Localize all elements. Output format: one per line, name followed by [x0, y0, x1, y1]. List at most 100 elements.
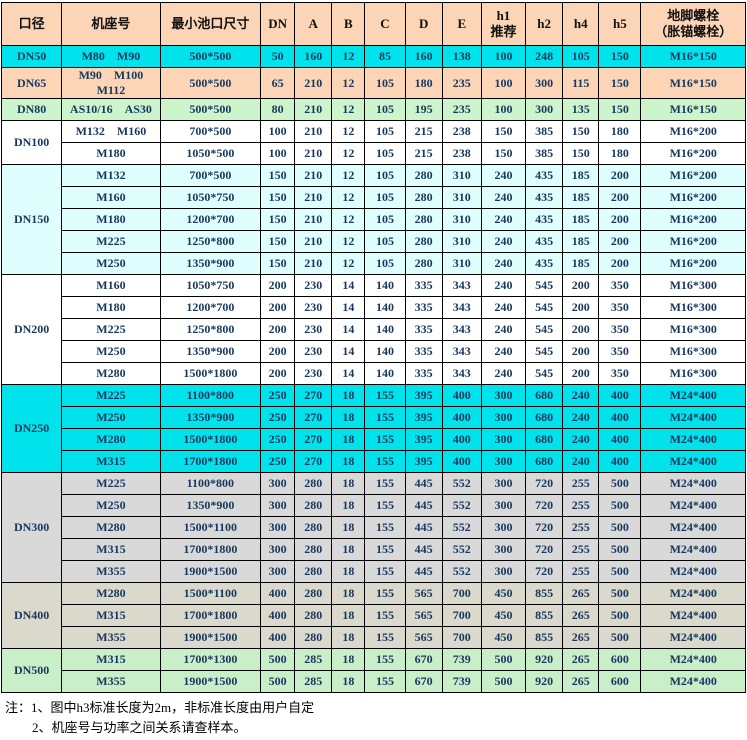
table-body: DN50 M80 M90 500*500 50 160 12 85 160 138 100 248 1… [0, 45, 746, 693]
value-cell: 250 [260, 384, 296, 407]
value-cell: 140 [364, 274, 406, 297]
value-cell: 400 [260, 582, 296, 605]
value-cell: 300 [480, 494, 527, 517]
value-cell: 18 [331, 428, 366, 451]
frame-number-cell: M180 [61, 296, 161, 319]
value-cell: M16*150 [640, 67, 746, 99]
value-cell: 500 [480, 670, 527, 693]
value-cell: 230 [294, 274, 333, 297]
pool-size-cell: 1050*750 [159, 186, 262, 209]
value-cell: M16*200 [640, 230, 746, 253]
value-cell: 680 [525, 384, 564, 407]
frame-number-cell: M280 [61, 428, 161, 451]
value-cell: 680 [525, 406, 564, 429]
value-cell: 450 [480, 582, 527, 605]
value-cell: 12 [331, 98, 366, 121]
value-cell: 115 [562, 67, 600, 99]
value-cell: M24*400 [640, 604, 746, 627]
value-cell: 65 [260, 67, 296, 99]
value-cell: 100 [480, 67, 527, 99]
value-cell: 280 [404, 230, 443, 253]
value-cell: 250 [260, 428, 296, 451]
value-cell: 150 [260, 164, 296, 187]
value-cell: 230 [294, 318, 333, 341]
value-cell: M24*400 [640, 406, 746, 429]
value-cell: 150 [598, 45, 642, 68]
value-cell: 395 [404, 406, 443, 429]
column-header: B [331, 2, 366, 46]
value-cell: 18 [331, 406, 366, 429]
pool-size-cell: 1200*700 [159, 296, 262, 319]
value-cell: 155 [364, 604, 406, 627]
value-cell: 215 [404, 142, 443, 165]
value-cell: 155 [364, 626, 406, 649]
value-cell: 150 [598, 67, 642, 99]
table-row: M355 1900*1500 500 285 18 155 670 739 500 920 265 6… [2, 670, 746, 693]
value-cell: 155 [364, 450, 406, 473]
value-cell: 300 [480, 450, 527, 473]
table-row: M160 1050*750 150 210 12 105 280 310 240 435 185 20… [2, 186, 746, 209]
value-cell: 150 [260, 230, 296, 253]
value-cell: 700 [441, 626, 482, 649]
value-cell: 300 [525, 98, 564, 121]
value-cell: 280 [294, 494, 333, 517]
value-cell: 310 [441, 164, 482, 187]
value-cell: M16*300 [640, 340, 746, 363]
frame-number-cell: M355 [61, 626, 161, 649]
frame-number-cell: M80 M90 [61, 45, 161, 68]
table-row: M250 1350*900 250 270 18 155 395 400 300 680 240 40… [2, 406, 746, 429]
value-cell: 185 [562, 230, 600, 253]
table-row: M250 1350*900 150 210 12 105 280 310 240 435 185 20… [2, 252, 746, 275]
value-cell: 500 [598, 516, 642, 539]
value-cell: 155 [364, 648, 406, 671]
value-cell: 200 [562, 362, 600, 385]
value-cell: 185 [562, 208, 600, 231]
note-line-2: 2、机座号与功率之间关系请查样本。 [32, 720, 247, 736]
value-cell: 400 [441, 406, 482, 429]
value-cell: 200 [598, 164, 642, 187]
value-cell: M24*400 [640, 494, 746, 517]
value-cell: 230 [294, 296, 333, 319]
pool-size-cell: 700*500 [159, 164, 262, 187]
value-cell: 155 [364, 406, 406, 429]
value-cell: 155 [364, 472, 406, 495]
value-cell: 210 [294, 67, 333, 99]
pool-size-cell: 700*500 [159, 120, 262, 143]
value-cell: 195 [404, 98, 443, 121]
value-cell: 185 [562, 186, 600, 209]
value-cell: M24*400 [640, 560, 746, 583]
value-cell: 565 [404, 582, 443, 605]
value-cell: 545 [525, 362, 564, 385]
value-cell: 310 [441, 230, 482, 253]
value-cell: 12 [331, 67, 366, 99]
value-cell: 300 [260, 516, 296, 539]
value-cell: 280 [404, 164, 443, 187]
value-cell: 545 [525, 318, 564, 341]
value-cell: 335 [404, 340, 443, 363]
value-cell: 335 [404, 318, 443, 341]
value-cell: 552 [441, 560, 482, 583]
column-header: 口径 [0, 2, 63, 46]
value-cell: 400 [441, 428, 482, 451]
value-cell: 185 [562, 164, 600, 187]
value-cell: 210 [294, 142, 333, 165]
value-cell: 400 [260, 604, 296, 627]
value-cell: 180 [404, 67, 443, 99]
value-cell: 200 [562, 318, 600, 341]
value-cell: 140 [364, 362, 406, 385]
frame-number-cell: M225 [61, 318, 161, 341]
value-cell: 285 [294, 670, 333, 693]
value-cell: 100 [260, 142, 296, 165]
value-cell: 230 [294, 340, 333, 363]
value-cell: 18 [331, 384, 366, 407]
pool-size-cell: 1350*900 [159, 252, 262, 275]
value-cell: 140 [364, 340, 406, 363]
value-cell: 500 [598, 626, 642, 649]
value-cell: 240 [480, 186, 527, 209]
value-cell: 160 [404, 45, 443, 68]
value-cell: 545 [525, 274, 564, 297]
value-cell: 545 [525, 296, 564, 319]
value-cell: 500 [480, 648, 527, 671]
frame-number-cell: M250 [61, 406, 161, 429]
